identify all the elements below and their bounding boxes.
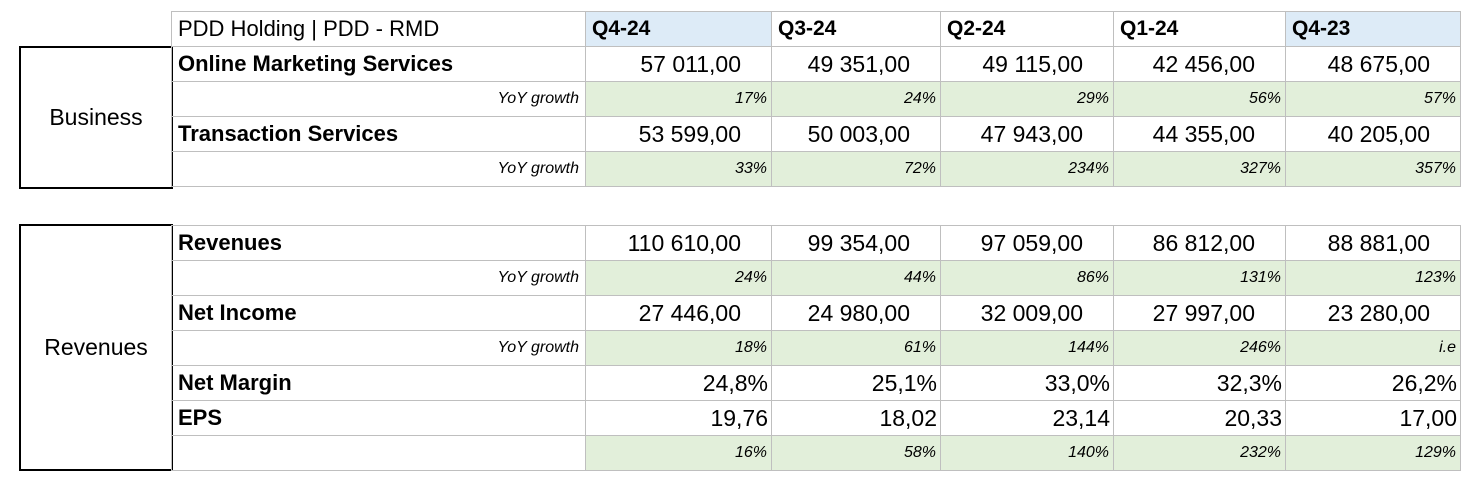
growth-cell[interactable]: i.e [1285,330,1461,366]
value-cell[interactable]: 24,8% [585,365,772,401]
table-row: Net Income 27 446,00 24 980,00 32 009,00… [171,295,1461,331]
growth-cell[interactable]: 58% [771,435,941,471]
header-row: PDD Holding | PDD - RMD Q4-24 Q3-24 Q2-2… [171,11,1461,47]
value-cell[interactable]: 40 205,00 [1285,116,1461,152]
value-cell[interactable]: 20,33 [1113,400,1286,436]
growth-cell[interactable]: 72% [771,151,941,187]
growth-cell[interactable]: 24% [585,260,772,296]
growth-cell[interactable]: 56% [1113,81,1286,117]
value-cell[interactable]: 50 003,00 [771,116,941,152]
growth-cell[interactable]: 129% [1285,435,1461,471]
value-cell[interactable]: 97 059,00 [940,225,1114,261]
value-cell[interactable]: 19,76 [585,400,772,436]
quarter-header[interactable]: Q2-24 [940,11,1114,47]
value-cell[interactable]: 47 943,00 [940,116,1114,152]
value-cell[interactable]: 18,02 [771,400,941,436]
growth-cell[interactable]: 246% [1113,330,1286,366]
growth-cell[interactable]: 327% [1113,151,1286,187]
table-row: Online Marketing Services 57 011,00 49 3… [171,46,1461,82]
value-cell[interactable]: 88 881,00 [1285,225,1461,261]
value-cell[interactable]: 49 115,00 [940,46,1114,82]
value-cell[interactable]: 48 675,00 [1285,46,1461,82]
row-label[interactable]: EPS [171,400,586,436]
table-row: Transaction Services 53 599,00 50 003,00… [171,116,1461,152]
table-row: 16% 58% 140% 232% 129% [171,435,1461,471]
value-cell[interactable]: 27 446,00 [585,295,772,331]
yoy-label[interactable]: YoY growth [171,151,586,187]
growth-cell[interactable]: 33% [585,151,772,187]
quarter-header[interactable]: Q4-24 [585,11,772,47]
revenues-group-label: Revenues [19,224,173,471]
growth-cell[interactable]: 17% [585,81,772,117]
table-row: YoY growth 33% 72% 234% 327% 357% [171,151,1461,187]
yoy-label[interactable] [171,435,586,471]
growth-cell[interactable]: 44% [771,260,941,296]
value-cell[interactable]: 23,14 [940,400,1114,436]
growth-cell[interactable]: 123% [1285,260,1461,296]
value-cell[interactable]: 57 011,00 [585,46,772,82]
value-cell[interactable]: 23 280,00 [1285,295,1461,331]
row-label[interactable]: Net Margin [171,365,586,401]
revenues-group-text: Revenues [44,334,148,360]
value-cell[interactable]: 86 812,00 [1113,225,1286,261]
row-label[interactable]: Transaction Services [171,116,586,152]
quarter-header[interactable]: Q3-24 [771,11,941,47]
value-cell[interactable]: 27 997,00 [1113,295,1286,331]
business-group-text: Business [49,104,143,130]
value-cell[interactable]: 25,1% [771,365,941,401]
sheet-title[interactable]: PDD Holding | PDD - RMD [171,11,586,47]
growth-cell[interactable]: 29% [940,81,1114,117]
business-table: PDD Holding | PDD - RMD Q4-24 Q3-24 Q2-2… [171,11,1461,187]
growth-cell[interactable]: 131% [1113,260,1286,296]
table-row: EPS 19,76 18,02 23,14 20,33 17,00 [171,400,1461,436]
row-label[interactable]: Online Marketing Services [171,46,586,82]
growth-cell[interactable]: 144% [940,330,1114,366]
growth-cell[interactable]: 18% [585,330,772,366]
value-cell[interactable]: 99 354,00 [771,225,941,261]
row-label[interactable]: Revenues [171,225,586,261]
value-cell[interactable]: 33,0% [940,365,1114,401]
value-cell[interactable]: 26,2% [1285,365,1461,401]
quarter-header[interactable]: Q1-24 [1113,11,1286,47]
table-row: Revenues 110 610,00 99 354,00 97 059,00 … [171,225,1461,261]
table-row: YoY growth 24% 44% 86% 131% 123% [171,260,1461,296]
business-group-label: Business [19,46,173,189]
growth-cell[interactable]: 57% [1285,81,1461,117]
growth-cell[interactable]: 24% [771,81,941,117]
value-cell[interactable]: 32,3% [1113,365,1286,401]
revenues-table: Revenues 110 610,00 99 354,00 97 059,00 … [171,225,1461,471]
growth-cell[interactable]: 16% [585,435,772,471]
row-label[interactable]: Net Income [171,295,586,331]
value-cell[interactable]: 53 599,00 [585,116,772,152]
value-cell[interactable]: 42 456,00 [1113,46,1286,82]
table-row: YoY growth 18% 61% 144% 246% i.e [171,330,1461,366]
growth-cell[interactable]: 232% [1113,435,1286,471]
value-cell[interactable]: 17,00 [1285,400,1461,436]
table-row: YoY growth 17% 24% 29% 56% 57% [171,81,1461,117]
value-cell[interactable]: 44 355,00 [1113,116,1286,152]
quarter-header[interactable]: Q4-23 [1285,11,1461,47]
value-cell[interactable]: 32 009,00 [940,295,1114,331]
growth-cell[interactable]: 86% [940,260,1114,296]
value-cell[interactable]: 24 980,00 [771,295,941,331]
yoy-label[interactable]: YoY growth [171,260,586,296]
yoy-label[interactable]: YoY growth [171,330,586,366]
growth-cell[interactable]: 140% [940,435,1114,471]
value-cell[interactable]: 110 610,00 [585,225,772,261]
growth-cell[interactable]: 61% [771,330,941,366]
growth-cell[interactable]: 234% [940,151,1114,187]
growth-cell[interactable]: 357% [1285,151,1461,187]
value-cell[interactable]: 49 351,00 [771,46,941,82]
table-row: Net Margin 24,8% 25,1% 33,0% 32,3% 26,2% [171,365,1461,401]
yoy-label[interactable]: YoY growth [171,81,586,117]
